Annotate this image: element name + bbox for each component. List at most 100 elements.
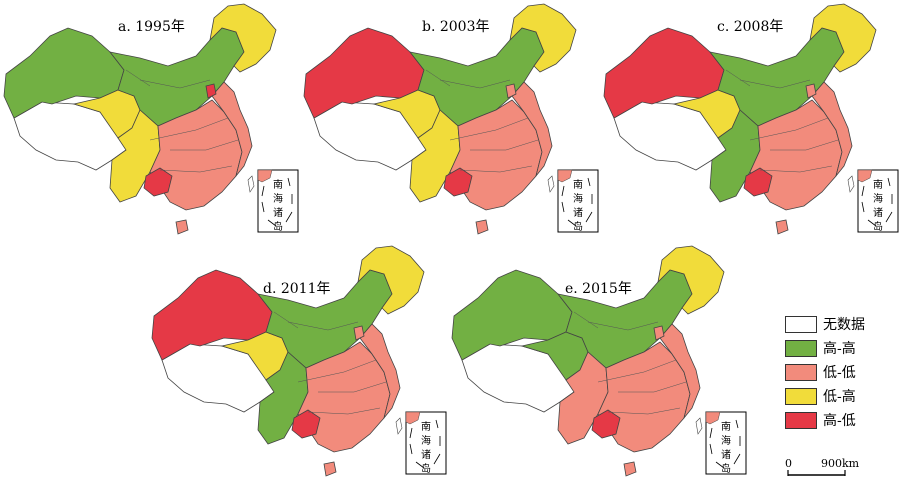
region-southwest [409, 109, 461, 203]
inset-label-char: 海 [873, 192, 883, 205]
inset-label-char: 南 [721, 420, 731, 433]
region-northeast-top [809, 3, 877, 73]
inset-label-char: 南 [573, 178, 583, 191]
inset-label-char: 岛 [573, 220, 583, 233]
inset-label-char: 海 [721, 434, 731, 447]
panel-title-e: e. 2015年 [565, 281, 632, 297]
region-beijing [505, 83, 517, 99]
legend-item-low-low: 低-低 [785, 360, 865, 384]
region-east [211, 81, 253, 177]
map-panel-e: 南海诸岛 e. 2015年 [448, 242, 748, 484]
region-east [811, 81, 853, 177]
scale-start-label: 0 [785, 457, 792, 470]
region-beijing [653, 325, 665, 341]
inset-label-char: 岛 [721, 462, 731, 475]
inset-coast [257, 169, 273, 183]
map-panel-d: 南海诸岛 d. 2011年 [148, 242, 448, 484]
inset-label-char: 岛 [421, 462, 431, 475]
inset-coast [405, 411, 421, 425]
map-panel-c: 南海诸岛 c. 2008年 [600, 0, 900, 242]
inset-label-char: 岛 [273, 220, 283, 233]
panel-title-a: a. 1995年 [118, 19, 185, 35]
region-guizhou [743, 167, 773, 197]
inset-coast [705, 411, 721, 425]
legend-swatch [785, 315, 817, 333]
scale-end-label: 900km [821, 457, 860, 470]
region-hainan [775, 219, 789, 235]
panel-title-d: d. 2011年 [263, 281, 331, 297]
inset-label-char: 岛 [873, 220, 883, 233]
region-guizhou [443, 167, 473, 197]
region-guizhou [143, 167, 173, 197]
region-southwest [109, 109, 161, 203]
nine-dash-line [261, 177, 293, 227]
taiwan-island [395, 417, 403, 435]
south-china-sea-inset [857, 169, 899, 233]
region-beijing [805, 83, 817, 99]
legend-label: 低-高 [823, 389, 856, 405]
region-hainan [175, 219, 189, 235]
panel-title-b: b. 2003年 [422, 19, 490, 35]
region-hainan [475, 219, 489, 235]
legend-swatch [785, 411, 817, 429]
inset-label-char: 南 [873, 178, 883, 191]
panel-title-c: c. 2008年 [717, 19, 784, 35]
region-east [359, 323, 401, 419]
region-guizhou [591, 409, 621, 439]
region-northeast-top [209, 3, 277, 73]
legend-label: 低-低 [823, 365, 856, 381]
legend-label: 高-高 [823, 341, 856, 357]
map-panel-b: 南海诸岛 b. 2003年 [300, 0, 600, 242]
region-northeast-top [657, 245, 725, 315]
region-southwest [257, 351, 309, 445]
inset-label-char: 南 [421, 420, 431, 433]
inset-label-char: 南 [273, 178, 283, 191]
inset-label-char: 海 [573, 192, 583, 205]
legend-label: 高-低 [823, 413, 856, 429]
region-southwest [557, 351, 609, 445]
inset-label-char: 海 [273, 192, 283, 205]
legend-swatch [785, 339, 817, 357]
region-southwest [709, 109, 761, 203]
legend-item-high-high: 高-高 [785, 336, 865, 360]
scale-bar: 0 900km [785, 457, 860, 476]
inset-label-char: 诸 [273, 207, 283, 219]
legend-item-low-high: 低-高 [785, 384, 865, 408]
taiwan-island [695, 417, 703, 435]
region-beijing [205, 83, 217, 99]
region-guizhou [291, 409, 321, 439]
province-borders [573, 311, 687, 415]
nine-dash-line [709, 419, 741, 469]
taiwan-island [247, 175, 255, 193]
region-hainan [323, 461, 337, 477]
region-northeast-top [509, 3, 577, 73]
region-northeast-top [357, 245, 425, 315]
region-beijing [353, 325, 365, 341]
nine-dash-line [561, 177, 593, 227]
inset-label-char: 诸 [573, 207, 583, 219]
nine-dash-line [861, 177, 893, 227]
inset-label-char: 诸 [721, 449, 731, 461]
inset-label-char: 海 [421, 434, 431, 447]
province-borders [725, 69, 839, 173]
nine-dash-line [409, 419, 441, 469]
map-panel-a: 南海诸岛 a. 1995年 [0, 0, 300, 242]
inset-label-char: 诸 [873, 207, 883, 219]
inset-coast [857, 169, 873, 183]
region-east [659, 323, 701, 419]
taiwan-island [847, 175, 855, 193]
legend-swatch [785, 387, 817, 405]
inset-label-char: 诸 [421, 449, 431, 461]
legend-item-none: 无数据 [785, 312, 865, 336]
province-borders [425, 69, 539, 173]
province-borders [273, 311, 387, 415]
region-hainan [623, 461, 637, 477]
province-borders [125, 69, 239, 173]
taiwan-island [547, 175, 555, 193]
inset-coast [557, 169, 573, 183]
